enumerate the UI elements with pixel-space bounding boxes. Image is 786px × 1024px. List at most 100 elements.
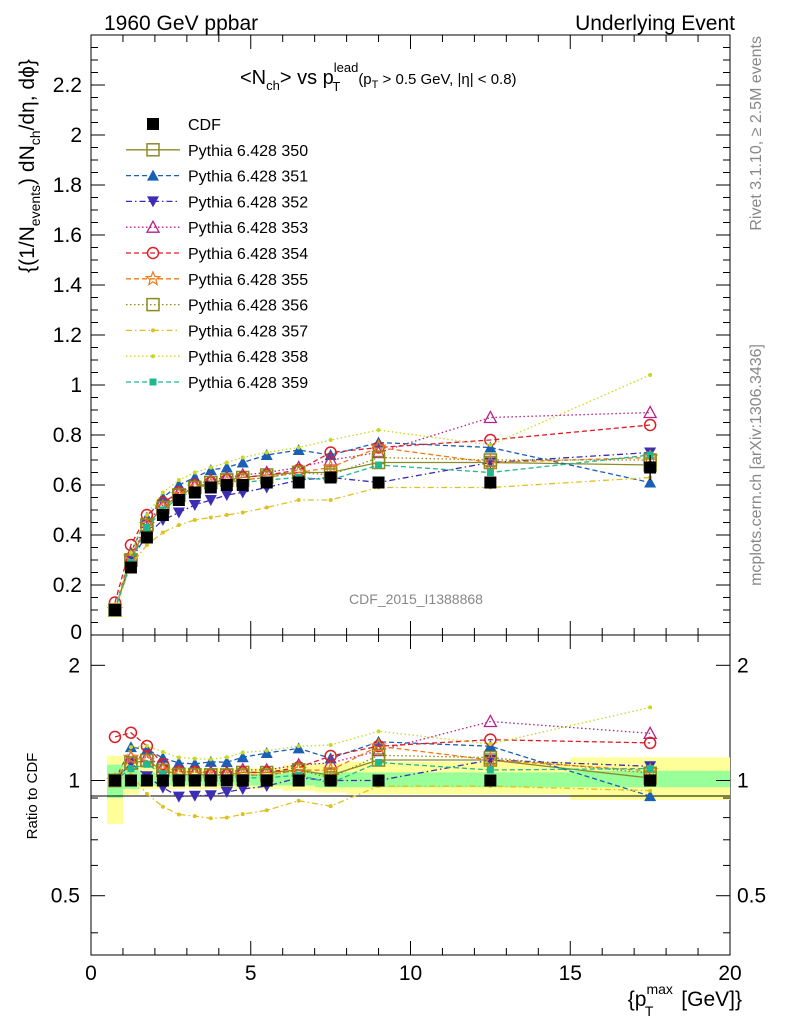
- y-tick-label: 1.2: [53, 324, 82, 347]
- ratio-point: [296, 798, 301, 803]
- y-tick-label: 0: [70, 621, 82, 644]
- ratio-point: [486, 766, 494, 774]
- header-right: Underlying Event: [575, 12, 735, 35]
- y-tick-label: 2.2: [53, 74, 82, 97]
- ratio-point: [160, 749, 165, 754]
- data-point: [296, 445, 301, 450]
- main-panel-frame: [90, 34, 731, 636]
- ratio-point: [220, 756, 233, 768]
- ratio-point: [224, 755, 229, 760]
- x-tick-label: 20: [718, 962, 741, 985]
- y-tick-label: 0.6: [53, 474, 82, 497]
- data-point: [328, 498, 333, 502]
- legend-marker: [145, 219, 161, 233]
- data-point: [648, 373, 653, 377]
- ratio-point: [240, 812, 245, 817]
- ratio-point: [648, 705, 653, 710]
- data-point: [204, 481, 217, 494]
- data-point: [144, 513, 149, 517]
- ratio-point: [324, 749, 337, 763]
- data-point: [376, 428, 381, 432]
- ratio-point: [144, 791, 149, 796]
- ratio-point: [643, 736, 657, 750]
- ratio-point: [128, 745, 133, 750]
- data-point: [370, 438, 387, 455]
- series-line: [114, 476, 651, 611]
- data-point: [643, 418, 657, 432]
- chart-title: <Nch> vs plead T (pT > 0.5 GeV, |η| < 0.8): [240, 60, 517, 94]
- data-point: [224, 513, 229, 517]
- legend-marker: [151, 354, 155, 359]
- ratio-line: [114, 741, 651, 797]
- ratio-tick-label: 2: [68, 654, 80, 677]
- ratio-point: [484, 774, 497, 787]
- legend-label: Pythia 6.428 355: [188, 272, 308, 289]
- ratio-point: [140, 743, 153, 755]
- x-axis-label: {pmax T [GeV]}: [628, 981, 742, 1019]
- ratio-point: [644, 774, 657, 787]
- data-point: [176, 478, 181, 482]
- data-point: [124, 561, 137, 574]
- ratio-tick-label: 1: [68, 770, 80, 793]
- ratio-point: [156, 774, 169, 787]
- legend-marker: [149, 378, 157, 386]
- legend-label: Pythia 6.428 358: [188, 349, 308, 366]
- data-point: [644, 476, 657, 488]
- ratio-point: [236, 751, 249, 763]
- x-tick-label: 10: [399, 962, 422, 985]
- data-point: [160, 490, 165, 495]
- ratio-point: [646, 765, 654, 773]
- ratio-point: [648, 788, 653, 793]
- data-point: [264, 505, 269, 510]
- data-point: [188, 486, 201, 499]
- ratio-point: [188, 790, 201, 802]
- ratio-point: [144, 743, 149, 748]
- legend-label: CDF: [188, 117, 221, 134]
- x-tick-label: 5: [245, 962, 257, 985]
- ratio-point: [372, 774, 385, 787]
- y-axis-label-main: {(1/Nevents) dNch/dη, dϕ}: [16, 59, 43, 273]
- ratio-point: [483, 750, 498, 765]
- ratio-point: [260, 774, 273, 787]
- data-point: [128, 550, 133, 555]
- data-point: [144, 543, 149, 547]
- header-left: 1960 GeV ppbar: [104, 12, 258, 35]
- data-point: [224, 460, 229, 465]
- ratio-series: [106, 705, 659, 821]
- ratio-point: [644, 790, 657, 802]
- legend-marker: [144, 270, 162, 286]
- ratio-point: [236, 774, 249, 787]
- ratio-point: [208, 816, 213, 821]
- legend-label: Pythia 6.428 357: [188, 323, 308, 340]
- legend-label: Pythia 6.428 359: [188, 375, 308, 392]
- data-point: [143, 524, 151, 531]
- ratio-point: [292, 774, 305, 787]
- data-point: [172, 494, 185, 506]
- data-point: [372, 476, 385, 489]
- x-tick-label: 15: [559, 962, 582, 985]
- data-point: [483, 453, 498, 467]
- ratio-tick-label: 1: [737, 770, 749, 793]
- data-point: [236, 456, 249, 468]
- y-tick-label: 1.8: [53, 174, 82, 197]
- ratio-point: [224, 815, 229, 820]
- series-line: [114, 451, 651, 611]
- data-point: [108, 604, 121, 616]
- data-point: [140, 531, 153, 544]
- legend-marker: [147, 118, 159, 130]
- data-point: [483, 410, 498, 424]
- ratio-point: [328, 804, 333, 809]
- data-point: [208, 515, 213, 520]
- ratio-point: [188, 757, 201, 769]
- legend-label: Pythia 6.428 351: [188, 169, 308, 186]
- data-point: [292, 476, 305, 489]
- data-point: [220, 490, 233, 501]
- y-tick-label: 0.4: [53, 524, 83, 547]
- legend-label: Pythia 6.428 354: [188, 246, 308, 263]
- data-point: [264, 450, 269, 455]
- data-point: [240, 455, 245, 460]
- legend-label: Pythia 6.428 353: [188, 220, 308, 237]
- ratio-line: [114, 706, 651, 781]
- legend-marker: [146, 246, 160, 260]
